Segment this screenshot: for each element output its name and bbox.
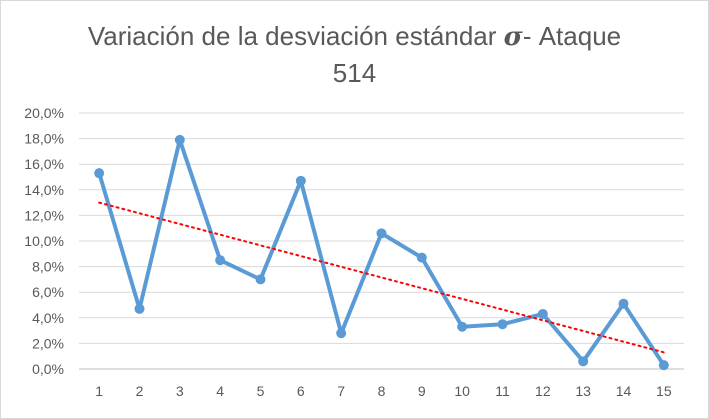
y-tick-label: 14,0% [24, 182, 64, 198]
sigma-symbol: σ [503, 22, 523, 52]
data-point [578, 356, 589, 367]
data-point [376, 228, 387, 239]
data-point [215, 255, 226, 266]
data-point [618, 298, 629, 309]
data-point [497, 319, 508, 330]
data-point [174, 134, 185, 145]
data-point [336, 328, 347, 339]
trendline [98, 201, 665, 354]
chart-title-line-1: Variación de la desviación estándar σ- A… [0, 18, 709, 55]
x-tick-label: 13 [575, 383, 591, 399]
x-tick-label: 11 [495, 383, 510, 399]
x-tick-label: 3 [176, 383, 184, 399]
y-tick-label: 2,0% [32, 335, 64, 351]
x-tick-label: 7 [337, 383, 345, 399]
chart-title-text: Variación de la desviación estándar [87, 21, 504, 51]
data-point [255, 274, 266, 285]
data-point [658, 360, 669, 371]
data-point [457, 321, 468, 332]
data-point [537, 308, 548, 319]
x-tick-label: 1 [95, 383, 103, 399]
y-tick-label: 4,0% [32, 310, 64, 326]
x-tick-label: 12 [535, 383, 551, 399]
y-tick-label: 10,0% [24, 233, 64, 249]
x-tick-label: 9 [418, 383, 426, 399]
x-tick-label: 8 [378, 383, 386, 399]
y-tick-label: 16,0% [24, 156, 64, 172]
x-tick-label: 4 [216, 383, 224, 399]
data-point [134, 303, 145, 314]
y-tick-label: 18,0% [24, 131, 64, 147]
chart-title: Variación de la desviación estándar σ- A… [0, 18, 709, 91]
series-line [97, 137, 666, 368]
data-point [295, 175, 306, 186]
y-tick-label: 12,0% [24, 207, 64, 223]
x-tick-label: 2 [136, 383, 144, 399]
y-tick-label: 8,0% [32, 259, 64, 275]
x-tick-label: 5 [257, 383, 265, 399]
chart-title-suffix: - Ataque [522, 21, 622, 51]
y-tick-label: 0,0% [32, 361, 64, 377]
x-tick-label: 15 [656, 383, 672, 399]
x-tick-label: 10 [454, 383, 470, 399]
y-tick-label: 6,0% [32, 284, 64, 300]
chart-title-line-2: 514 [332, 58, 377, 88]
x-tick-label: 6 [297, 383, 305, 399]
x-tick-label: 14 [616, 383, 632, 399]
y-tick-label: 20,0% [24, 105, 64, 121]
data-point [416, 252, 427, 263]
data-point [94, 168, 105, 179]
